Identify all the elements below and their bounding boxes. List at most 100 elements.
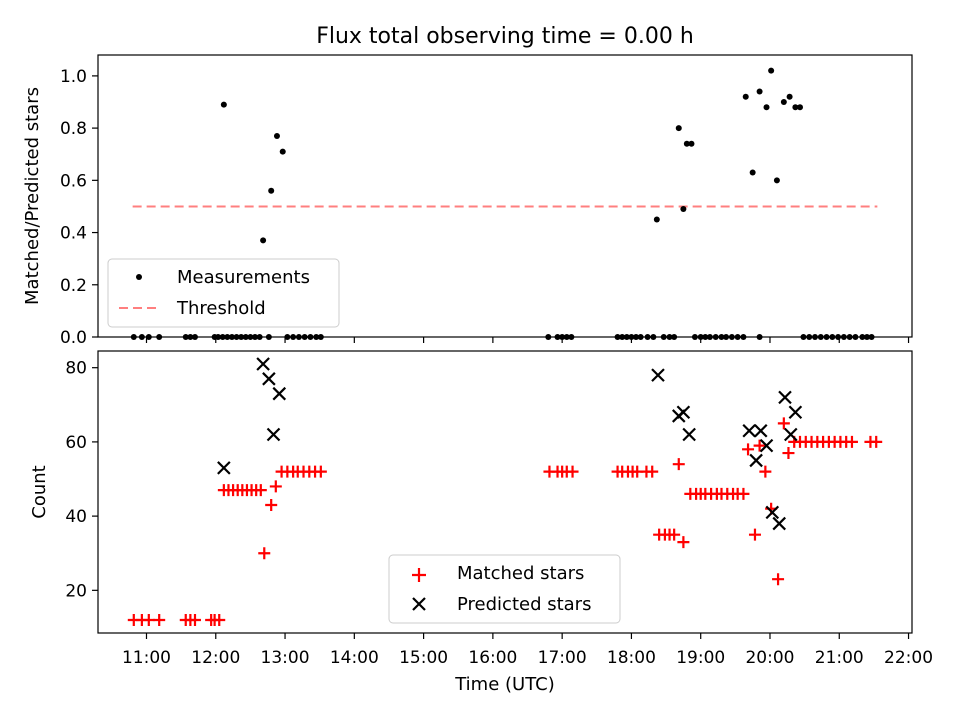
x-tick-label: 11:00 — [122, 648, 171, 668]
y-tick-label: 0.6 — [60, 171, 87, 191]
matched-stars-points — [127, 417, 883, 627]
predicted-star-point — [217, 461, 231, 475]
y-tick-label: 0.2 — [60, 276, 87, 296]
legend-matched-label: Matched stars — [457, 563, 584, 584]
matched-star-point — [845, 435, 858, 448]
measurement-point — [792, 104, 799, 111]
top-panel: 0.0 0.2 0.4 0.6 0.8 1.0 Matched/Predicted sta… — [22, 54, 913, 348]
measurement-point — [683, 140, 690, 147]
legend-measurement-label: Measurements — [177, 267, 310, 288]
matched-star-point — [646, 465, 659, 478]
x-tick-label: 19:00 — [676, 648, 725, 668]
top-y-ticks: 0.0 0.2 0.4 0.6 0.8 1.0 — [60, 67, 98, 348]
x-tick-label: 17:00 — [538, 648, 587, 668]
legend-matched-marker — [412, 568, 426, 582]
matched-star-point — [777, 417, 790, 430]
measurement-point — [675, 125, 682, 132]
top-legend-box — [107, 258, 340, 328]
top-legend: Measurements Threshold — [107, 258, 340, 328]
matched-star-point — [188, 614, 201, 627]
measurement-point — [749, 169, 756, 176]
matched-star-point — [213, 614, 226, 627]
bottom-y-label: Count — [29, 465, 50, 518]
x-tick-label: 22:00 — [884, 648, 933, 668]
y-tick-label: 80 — [65, 359, 87, 379]
predicted-star-point — [742, 423, 756, 438]
y-tick-label: 0.8 — [60, 119, 87, 139]
x-tick-label: 20:00 — [745, 648, 794, 668]
predicted-star-point — [272, 386, 287, 401]
bottom-x-label: Time (UTC) — [454, 674, 555, 695]
bottom-legend: Matched stars Predicted stars — [388, 554, 621, 624]
top-axes-frame — [97, 54, 913, 338]
predicted-star-point — [256, 357, 270, 371]
y-tick-label: 40 — [65, 507, 87, 527]
x-tick-label: 13:00 — [261, 648, 310, 668]
measurement-point — [768, 67, 775, 74]
y-tick-label: 0.0 — [60, 328, 87, 348]
bottom-axes-frame — [97, 350, 913, 634]
measurement-point — [797, 104, 804, 111]
measurement-point — [680, 206, 687, 213]
matched-star-point — [753, 439, 766, 452]
x-tick-label: 15:00 — [399, 648, 448, 668]
x-tick-label: 18:00 — [607, 648, 656, 668]
bottom-x-ticks: 11:00 12:00 13:00 14:00 15:00 16:00 17:00 18:00… — [122, 633, 933, 668]
measurement-point — [742, 93, 749, 100]
predicted-stars-points — [217, 357, 803, 531]
matched-star-point — [142, 614, 155, 627]
bottom-y-ticks: 20 40 60 80 — [65, 359, 98, 601]
y-tick-label: 20 — [65, 581, 87, 601]
matched-star-point — [668, 528, 681, 541]
x-tick-label: 14:00 — [330, 648, 379, 668]
top-y-label: Matched/Predicted stars — [22, 87, 43, 305]
legend-predicted-marker — [412, 597, 426, 611]
matched-star-point — [737, 487, 750, 500]
matched-star-point — [742, 443, 755, 456]
matched-star-point — [772, 573, 785, 586]
matched-star-point — [870, 435, 883, 448]
y-tick-label: 60 — [65, 433, 87, 453]
predicted-star-point — [759, 438, 774, 453]
measurement-point — [780, 99, 787, 105]
legend-threshold-label: Threshold — [176, 298, 266, 319]
measurement-point — [653, 216, 660, 223]
x-tick-label: 16:00 — [468, 648, 517, 668]
predicted-star-point — [682, 427, 696, 442]
measurement-point — [773, 177, 780, 184]
predicted-star-point — [651, 368, 665, 382]
measurement-point — [268, 187, 275, 194]
predicted-star-point — [676, 405, 691, 420]
measurement-point — [763, 104, 770, 111]
x-tick-label: 12:00 — [191, 648, 240, 668]
matched-star-point — [677, 536, 690, 549]
matched-star-point — [748, 528, 761, 541]
measurement-point — [260, 237, 267, 244]
predicted-star-point — [772, 516, 786, 531]
legend-predicted-label: Predicted stars — [457, 594, 591, 615]
measurement-point — [786, 93, 793, 100]
predicted-star-point — [788, 405, 803, 420]
measurement-point — [220, 101, 227, 108]
matched-star-point — [254, 484, 267, 497]
legend-measurement-marker — [136, 274, 142, 280]
x-tick-label: 21:00 — [815, 648, 864, 668]
measurement-point — [688, 140, 695, 147]
matched-star-point — [258, 547, 271, 560]
matched-star-point — [782, 447, 795, 460]
bottom-legend-box — [388, 554, 621, 624]
predicted-star-point — [262, 372, 276, 386]
predicted-star-point — [749, 453, 763, 468]
measurement-point — [273, 132, 280, 139]
matched-star-point — [672, 458, 685, 471]
matched-star-point — [566, 465, 579, 478]
matched-star-point — [759, 465, 772, 478]
predicted-star-point — [778, 390, 792, 405]
matched-star-point — [153, 614, 166, 627]
matched-star-point — [265, 498, 278, 511]
predicted-star-point — [753, 423, 768, 438]
matched-star-point — [314, 465, 327, 478]
predicted-star-point — [783, 427, 798, 442]
matched-star-point — [269, 480, 282, 493]
